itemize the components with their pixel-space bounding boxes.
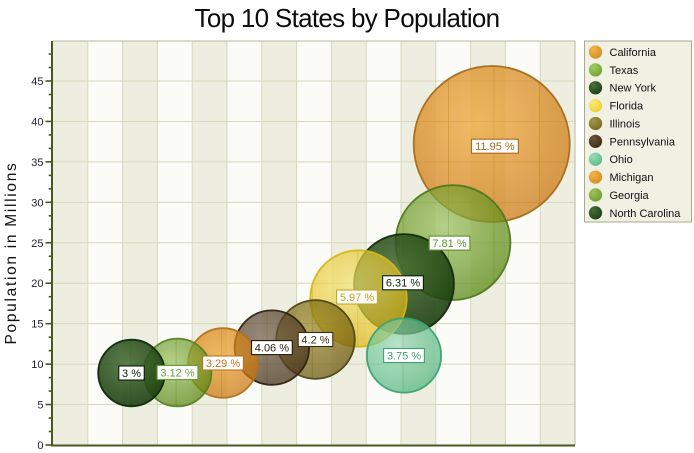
svg-text:30: 30 <box>31 197 43 209</box>
svg-text:California: California <box>610 47 657 59</box>
svg-text:20: 20 <box>31 278 43 290</box>
svg-text:New York: New York <box>610 83 657 95</box>
svg-text:4.06 %: 4.06 % <box>255 343 289 355</box>
svg-text:Florida: Florida <box>610 101 645 113</box>
svg-text:Pennsylvania: Pennsylvania <box>610 136 676 148</box>
svg-text:0: 0 <box>37 440 43 452</box>
svg-text:Ohio: Ohio <box>610 154 633 166</box>
svg-text:Georgia: Georgia <box>610 190 650 202</box>
svg-text:7.81 %: 7.81 % <box>432 238 466 250</box>
svg-text:3.75 %: 3.75 % <box>387 350 421 362</box>
svg-text:5: 5 <box>37 400 43 412</box>
svg-text:6.31 %: 6.31 % <box>386 278 420 290</box>
svg-text:11.95 %: 11.95 % <box>475 141 515 153</box>
svg-text:3.29 %: 3.29 % <box>206 358 240 370</box>
svg-text:3 %: 3 % <box>122 368 141 380</box>
svg-text:25: 25 <box>31 238 43 250</box>
svg-text:Illinois: Illinois <box>610 118 641 130</box>
svg-text:5.97 %: 5.97 % <box>340 292 374 304</box>
svg-text:North Carolina: North Carolina <box>610 208 682 220</box>
svg-text:15: 15 <box>31 319 43 331</box>
svg-text:Michigan: Michigan <box>610 172 654 184</box>
svg-text:3.12 %: 3.12 % <box>160 367 194 379</box>
svg-text:40: 40 <box>31 116 43 128</box>
svg-text:45: 45 <box>31 76 43 88</box>
svg-text:10: 10 <box>31 359 43 371</box>
svg-text:Population in Millions: Population in Millions <box>3 161 20 344</box>
svg-text:Texas: Texas <box>610 65 639 77</box>
svg-text:4.2 %: 4.2 % <box>301 334 329 346</box>
svg-text:35: 35 <box>31 157 43 169</box>
svg-text:Top 10 States by Population: Top 10 States by Population <box>195 3 500 33</box>
